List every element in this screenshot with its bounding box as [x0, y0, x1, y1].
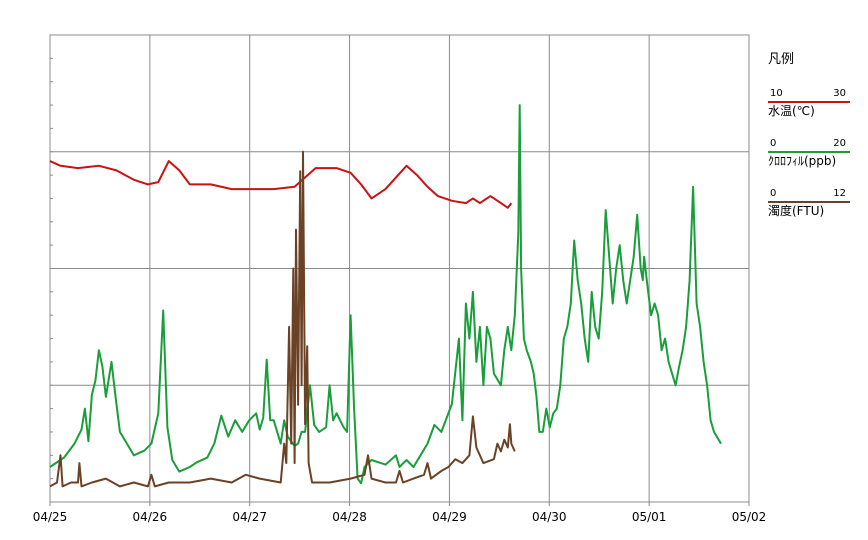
- legend-max: 30: [833, 88, 846, 99]
- x-tick-label: 04/28: [332, 510, 367, 524]
- y-minor-ticks: [50, 57, 53, 480]
- x-tick-label: 04/30: [532, 510, 567, 524]
- legend-range: 10 30: [768, 88, 850, 100]
- x-tick-label: 04/29: [432, 510, 467, 524]
- series-layer: [49, 104, 722, 488]
- legend-item-chlorophyll: 0 20 ｸﾛﾛﾌｨﾙ(ppb): [768, 138, 850, 168]
- legend-swatch: [768, 101, 850, 103]
- legend-title: 凡例: [768, 52, 795, 67]
- legend-item-water-temp: 10 30 水温(℃): [768, 88, 850, 118]
- series-line-0: [49, 160, 513, 209]
- legend-label: ｸﾛﾛﾌｨﾙ(ppb): [768, 154, 837, 168]
- legend-max: 20: [833, 138, 846, 149]
- legend-label: 濁度(FTU): [768, 204, 825, 218]
- legend-range: 0 12: [768, 188, 850, 200]
- x-tick-label: 05/01: [632, 510, 667, 524]
- x-tick-label: 04/25: [33, 510, 68, 524]
- x-tick-label: 04/27: [232, 510, 267, 524]
- legend-min: 0: [770, 138, 777, 149]
- legend-min: 10: [770, 88, 783, 99]
- legend-min: 0: [770, 188, 777, 199]
- legend-swatch: [768, 151, 850, 153]
- legend-item-turbidity: 0 12 濁度(FTU): [768, 188, 850, 218]
- series-line-1: [49, 104, 722, 485]
- x-tick-label: 05/02: [732, 510, 767, 524]
- x-tick-label: 04/26: [133, 510, 168, 524]
- legend-range: 0 20: [768, 138, 850, 150]
- legend-max: 12: [833, 188, 846, 199]
- legend-label: 水温(℃): [768, 104, 815, 118]
- series-line-2: [49, 150, 516, 488]
- x-axis-labels: 04/25 04/26 04/27 04/28 04/29 04/30 05/01 05/02: [33, 502, 767, 524]
- legend-swatch: [768, 201, 850, 203]
